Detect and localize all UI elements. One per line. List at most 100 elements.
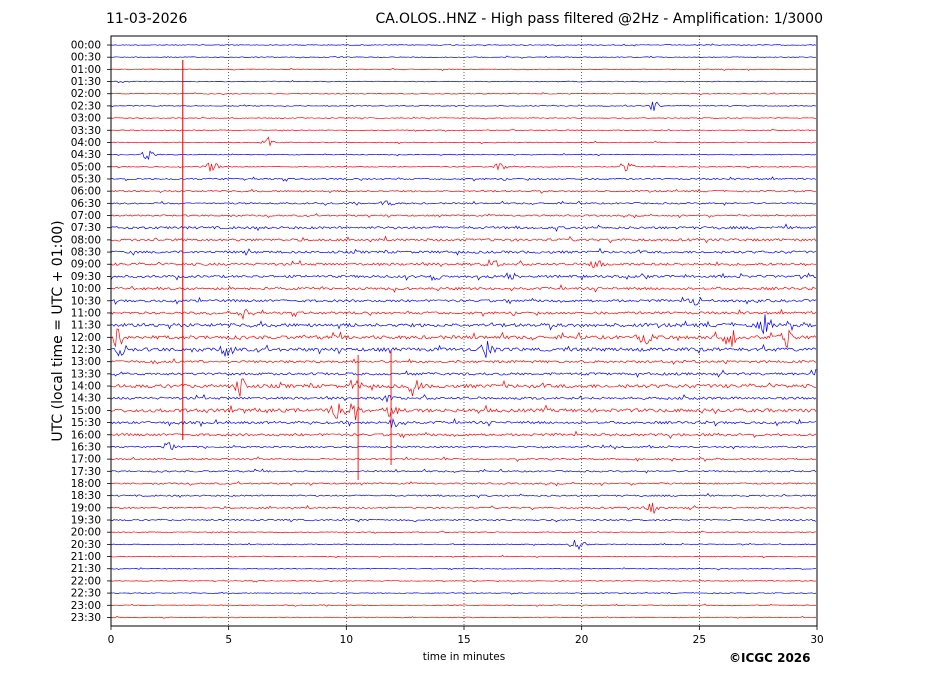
row-label-1230: 12:30 (71, 344, 101, 356)
row-label-1700: 17:00 (71, 454, 101, 466)
x-axis-label: time in minutes (423, 651, 505, 663)
trace-1330 (110, 368, 817, 378)
trace-1130 (110, 314, 817, 335)
row-label-0030: 00:30 (71, 52, 101, 64)
row-label-0900: 09:00 (71, 259, 101, 271)
row-label-2030: 20:30 (71, 539, 101, 551)
trace-2200 (110, 579, 817, 583)
row-label-0100: 01:00 (71, 64, 101, 76)
row-label-2300: 23:00 (71, 600, 101, 612)
x-tick-label-30: 30 (810, 634, 823, 646)
trace-0600 (110, 188, 817, 194)
row-label-0800: 08:00 (71, 234, 101, 246)
row-label-1200: 12:00 (71, 332, 101, 344)
row-label-0300: 03:00 (71, 113, 101, 125)
row-label-0500: 05:00 (71, 161, 101, 173)
trace-1730 (110, 468, 817, 474)
row-label-0600: 06:00 (71, 186, 101, 198)
trace-0930 (110, 272, 817, 282)
trace-0500 (110, 162, 817, 172)
row-label-0230: 02:30 (71, 100, 101, 112)
row-label-0000: 00:00 (71, 40, 101, 52)
trace-1200 (110, 328, 817, 348)
trace-1300 (110, 358, 817, 365)
row-label-1500: 15:00 (71, 405, 101, 417)
row-label-1730: 17:30 (71, 466, 101, 478)
trace-1930 (110, 517, 817, 523)
row-label-0700: 07:00 (71, 210, 101, 222)
copyright-label: ©ICGC 2026 (729, 651, 811, 665)
row-label-1900: 19:00 (71, 502, 101, 514)
trace-0300 (110, 116, 817, 120)
trace-1600 (110, 430, 817, 440)
trace-0630 (110, 200, 817, 206)
trace-1500 (110, 403, 817, 421)
trace-0530 (110, 176, 817, 182)
row-label-0730: 07:30 (71, 222, 101, 234)
row-label-0430: 04:30 (71, 149, 101, 161)
trace-2300 (110, 603, 817, 607)
row-label-1130: 11:30 (71, 320, 101, 332)
row-label-2330: 23:30 (71, 612, 101, 624)
row-label-1400: 14:00 (71, 381, 101, 393)
row-label-1630: 16:30 (71, 441, 101, 453)
trace-0400 (110, 136, 817, 147)
row-label-1030: 10:30 (71, 295, 101, 307)
trace-1430 (110, 393, 817, 403)
y-axis-label: UTC (local time = UTC + 01:00) (50, 220, 66, 441)
row-label-1830: 18:30 (71, 490, 101, 502)
trace-1530 (110, 417, 817, 428)
trace-1400 (110, 378, 817, 397)
row-label-1530: 15:30 (71, 417, 101, 429)
x-tick-label-0: 0 (108, 634, 115, 646)
x-tick-label-10: 10 (340, 634, 353, 646)
row-label-2130: 21:30 (71, 563, 101, 575)
trace-2000 (110, 530, 817, 534)
x-tick-label-25: 25 (693, 634, 706, 646)
trace-0700 (110, 213, 817, 219)
row-label-2230: 22:30 (71, 588, 101, 600)
trace-0730 (110, 223, 817, 233)
row-label-2100: 21:00 (71, 551, 101, 563)
row-label-1100: 11:00 (71, 307, 101, 319)
row-label-0400: 04:00 (71, 137, 101, 149)
trace-2330 (110, 615, 817, 619)
trace-1700 (110, 456, 817, 462)
x-tick-label-15: 15 (457, 634, 470, 646)
trace-0900 (110, 258, 817, 268)
row-label-1800: 18:00 (71, 478, 101, 490)
row-label-0130: 01:30 (71, 76, 101, 88)
row-label-2000: 20:00 (71, 527, 101, 539)
trace-1000 (110, 283, 817, 293)
trace-0830 (110, 247, 817, 256)
row-label-1600: 16:00 (71, 429, 101, 441)
trace-0100 (110, 67, 817, 71)
row-label-1000: 10:00 (71, 283, 101, 295)
trace-1900 (110, 502, 817, 514)
row-label-0200: 02:00 (71, 88, 101, 100)
trace-2230 (110, 591, 817, 595)
trace-0030 (110, 55, 817, 59)
trace-2100 (110, 554, 817, 559)
trace-0330 (110, 128, 817, 132)
row-label-2200: 22:00 (71, 575, 101, 587)
header-date: 11-03-2026 (106, 11, 188, 27)
row-label-0830: 08:30 (71, 247, 101, 259)
row-label-0930: 09:30 (71, 271, 101, 283)
trace-0000 (110, 43, 817, 47)
row-label-1430: 14:30 (71, 393, 101, 405)
trace-1230 (110, 340, 817, 358)
trace-0430 (110, 150, 817, 161)
trace-2130 (110, 567, 817, 571)
trace-1100 (110, 308, 817, 321)
header-title: CA.OLOS..HNZ - High pass filtered @2Hz -… (375, 11, 823, 27)
trace-0230 (110, 101, 817, 111)
trace-0800 (110, 235, 817, 244)
trace-2030 (110, 540, 817, 551)
trace-1830 (110, 492, 817, 499)
trace-0130 (110, 80, 817, 84)
trace-1800 (110, 481, 817, 487)
trace-1630 (110, 442, 817, 451)
row-label-1330: 13:30 (71, 368, 101, 380)
